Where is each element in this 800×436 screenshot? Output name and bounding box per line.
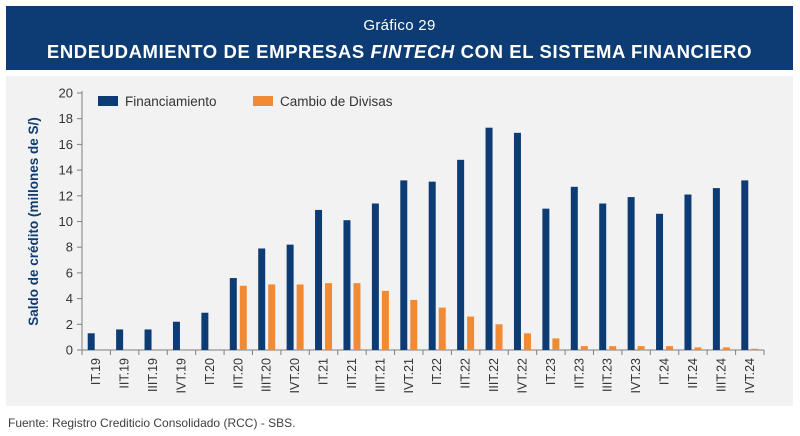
bar-financiamiento <box>87 333 95 350</box>
bar-cambio-divisas <box>353 283 361 350</box>
bar-financiamiento <box>428 181 436 350</box>
y-tick-label: 10 <box>59 214 73 229</box>
bar-financiamiento <box>741 180 749 350</box>
x-tick-label: IIIT.21 <box>373 358 387 392</box>
bar-financiamiento <box>684 194 692 350</box>
x-tick-label: IT.23 <box>544 358 558 385</box>
bar-financiamiento <box>542 208 550 350</box>
chart-number: Gráfico 29 <box>363 17 436 34</box>
bar-financiamiento <box>258 248 266 350</box>
title-italic: FINTECH <box>370 41 455 62</box>
bar-cambio-divisas <box>552 338 560 350</box>
chart-title: ENDEUDAMIENTO DE EMPRESAS FINTECH CON EL… <box>6 41 793 63</box>
bar-chart: 0 2 4 6 8 10 12 14 16 18 20 Saldo de crédito (millo… <box>26 86 765 393</box>
bar-financiamiento <box>400 180 408 350</box>
chart-panel: 0 2 4 6 8 10 12 14 16 18 20 Saldo de crédito (millo… <box>6 76 793 406</box>
x-tick-label: IIT.20 <box>231 358 245 389</box>
y-tick-label: 14 <box>59 163 73 178</box>
x-tick-label: IVT.19 <box>174 358 188 393</box>
bar-financiamiento <box>599 203 607 350</box>
bar-cambio-divisas <box>268 284 276 350</box>
bar-financiamiento <box>656 213 664 350</box>
x-tick-label: IIT.23 <box>572 358 586 389</box>
x-tick-label: IIT.19 <box>118 358 132 389</box>
y-tick-label: 0 <box>66 343 73 358</box>
bar-financiamiento <box>513 132 521 350</box>
bar-financiamiento <box>172 321 180 350</box>
x-tick-label: IVT.23 <box>629 358 643 393</box>
bar-financiamiento <box>570 186 578 350</box>
bar-cambio-divisas <box>666 346 674 350</box>
y-tick-label: 6 <box>66 265 73 280</box>
x-tick-label: IT.22 <box>430 358 444 385</box>
source-note: Fuente: Registro Crediticio Consolidado … <box>8 416 296 430</box>
bar-financiamiento <box>627 197 635 350</box>
bar-financiamiento <box>457 159 465 350</box>
x-tick-label: IVT.22 <box>515 358 529 393</box>
x-tick-label: IT.21 <box>317 358 331 385</box>
x-tick-label: IIT.21 <box>345 358 359 389</box>
bar-cambio-divisas <box>410 299 418 350</box>
x-tick-label: IIIT.22 <box>487 358 501 392</box>
bar-cambio-divisas <box>325 283 333 350</box>
x-tick-label: IIIT.20 <box>260 358 274 392</box>
x-tick-label: IT.24 <box>658 358 672 385</box>
bar-cambio-divisas <box>438 307 446 350</box>
bar-cambio-divisas <box>609 346 617 350</box>
bar-financiamiento <box>712 188 720 350</box>
x-tick-label: IIIT.19 <box>146 358 160 392</box>
bar-cambio-divisas <box>580 346 588 350</box>
bar-financiamiento <box>201 312 209 350</box>
legend-swatch-cambio-divisas <box>253 96 273 106</box>
bar-cambio-divisas <box>751 348 759 350</box>
x-tick-label: IVT.20 <box>288 358 302 393</box>
bar-cambio-divisas <box>296 284 304 350</box>
y-tick-label: 20 <box>59 86 73 101</box>
y-tick-label: 8 <box>66 240 73 255</box>
title-part-1: ENDEUDAMIENTO DE EMPRESAS <box>46 41 371 62</box>
bar-financiamiento <box>315 209 323 350</box>
y-tick-label: 12 <box>59 188 73 203</box>
bar-cambio-divisas <box>722 347 730 350</box>
x-tick-label: IIT.24 <box>686 358 700 389</box>
y-axis-title: Saldo de crédito (millones de S/) <box>26 117 41 326</box>
x-tick-label: IVT.24 <box>743 358 757 393</box>
y-tick-label: 16 <box>59 137 73 152</box>
legend-swatch-financiamiento <box>98 96 118 106</box>
y-tick-label: 18 <box>59 111 73 126</box>
bar-financiamiento <box>144 329 152 350</box>
bar-financiamiento <box>371 203 379 350</box>
y-tick-label: 4 <box>66 291 73 306</box>
bar-financiamiento <box>229 278 237 350</box>
bar-cambio-divisas <box>239 285 247 350</box>
y-tick-label: 2 <box>66 317 73 332</box>
bar-financiamiento <box>286 244 294 350</box>
bar-financiamiento <box>116 329 124 350</box>
x-tick-label: IIT.22 <box>459 358 473 389</box>
x-tick-label: IVT.21 <box>402 358 416 393</box>
bar-cambio-divisas <box>467 316 475 350</box>
legend-label-financiamiento: Financiamiento <box>125 94 217 109</box>
bar-cambio-divisas <box>523 333 531 350</box>
x-tick-label: IT.19 <box>89 358 103 385</box>
x-tick-label: IT.20 <box>203 358 217 385</box>
bar-cambio-divisas <box>694 347 702 350</box>
bar-cambio-divisas <box>381 290 389 350</box>
x-tick-label: IIIT.23 <box>601 358 615 392</box>
bar-cambio-divisas <box>637 346 645 350</box>
chart-header: Gráfico 29 ENDEUDAMIENTO DE EMPRESAS FIN… <box>6 6 793 70</box>
bar-cambio-divisas <box>495 324 503 350</box>
x-tick-label: IIIT.24 <box>714 358 728 392</box>
title-part-2: CON EL SISTEMA FINANCIERO <box>454 41 753 62</box>
bar-financiamiento <box>343 220 351 350</box>
bar-financiamiento <box>485 127 493 350</box>
legend-label-cambio-divisas: Cambio de Divisas <box>280 94 393 109</box>
